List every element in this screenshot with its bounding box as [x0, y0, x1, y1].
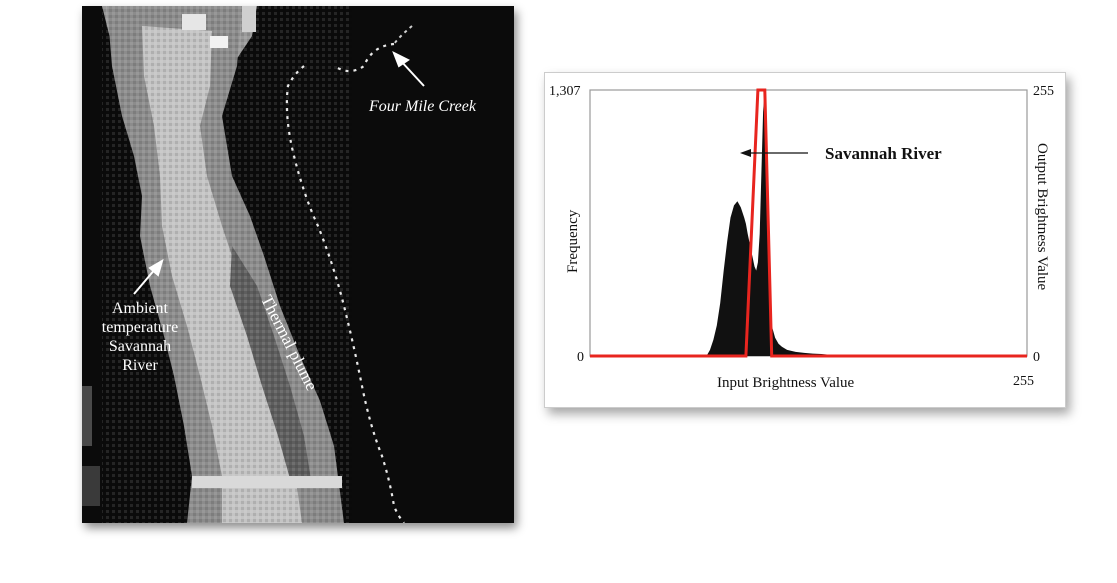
river-texture	[102, 6, 352, 523]
y-right-tick-label-min: 0	[1033, 350, 1040, 365]
thermal-image: Ambient temperature Savannah River Four …	[82, 6, 514, 523]
ambient-label-line: Savannah	[108, 338, 172, 355]
creek-arrow	[392, 50, 425, 87]
annotation-arrow-head	[740, 149, 751, 157]
histogram-chart: Savannah River 1,307 0 255 0 255 Input B…	[549, 84, 1054, 391]
annotation-savannah-river: Savannah River	[825, 144, 942, 163]
ambient-temperature-label: Ambient temperature Savannah River	[84, 299, 196, 375]
x-axis-label: Input Brightness Value	[717, 375, 855, 391]
y-right-tick-label-max: 255	[1033, 84, 1054, 99]
four-mile-creek-label: Four Mile Creek	[369, 98, 476, 115]
y-axis-label: Frequency	[565, 209, 581, 273]
ambient-label-line: River	[122, 357, 158, 374]
lookup-table-line	[590, 88, 1027, 358]
ambient-label-line: temperature	[101, 319, 179, 336]
histogram-chart-panel: Savannah River 1,307 0 255 0 255 Input B…	[544, 72, 1066, 408]
ambient-arrow	[133, 258, 164, 295]
thermal-river-graphic	[82, 6, 425, 523]
ambient-label-line: Ambient	[112, 300, 168, 317]
y-tick-label-max: 1,307	[549, 84, 581, 99]
x-tick-label-max: 255	[1013, 374, 1034, 389]
four-mile-creek-line	[285, 42, 405, 523]
plot-frame	[589, 89, 1028, 357]
y-tick-label-min: 0	[577, 350, 584, 365]
y-right-axis-label: Output Brightness Value	[1034, 143, 1050, 291]
